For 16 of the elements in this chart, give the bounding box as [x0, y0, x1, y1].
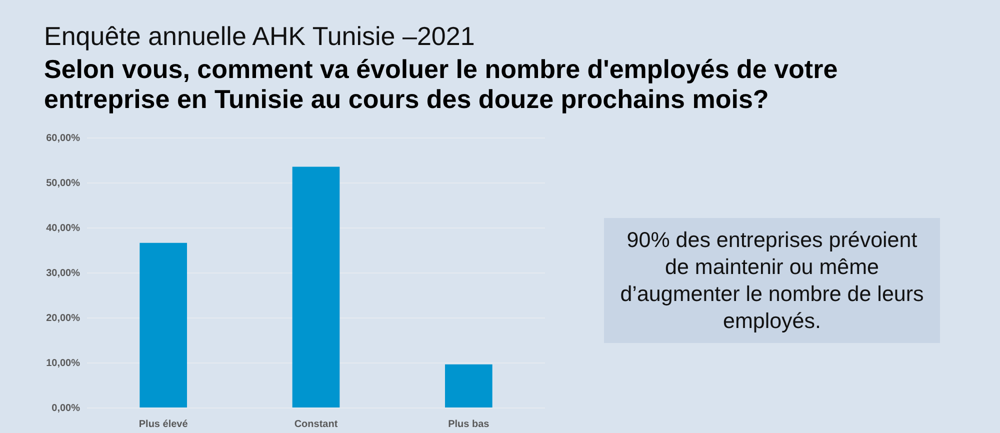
y-tick-label: 60,00% — [46, 132, 80, 144]
x-tick-label: Constant — [294, 418, 338, 430]
y-tick-label: 50,00% — [46, 178, 80, 189]
y-tick-label: 40,00% — [46, 222, 80, 234]
bar — [140, 242, 187, 408]
x-tick-label: Plus bas — [448, 418, 490, 430]
x-tick-label: Plus élevé — [138, 418, 188, 430]
y-tick-label: 0,00% — [52, 402, 80, 414]
y-tick-label: 30,00% — [46, 268, 80, 279]
text: 90% des entreprises prévoient de maintenir ou même d’augmenter le nombre de leurs employés. — [619, 226, 925, 334]
chart-title: Enquête annuelle AHK Tunisie –2021 — [44, 21, 475, 51]
y-tick-label: 10,00% — [46, 358, 80, 369]
y-tick-label: 20,00% — [46, 312, 80, 324]
bar — [292, 166, 340, 408]
chart-subtitle: Selon vous, comment va évoluer le nombre d'employés de votre entreprise en Tunisie au cours des douze prochains mois? — [44, 54, 839, 114]
bar — [445, 364, 492, 408]
